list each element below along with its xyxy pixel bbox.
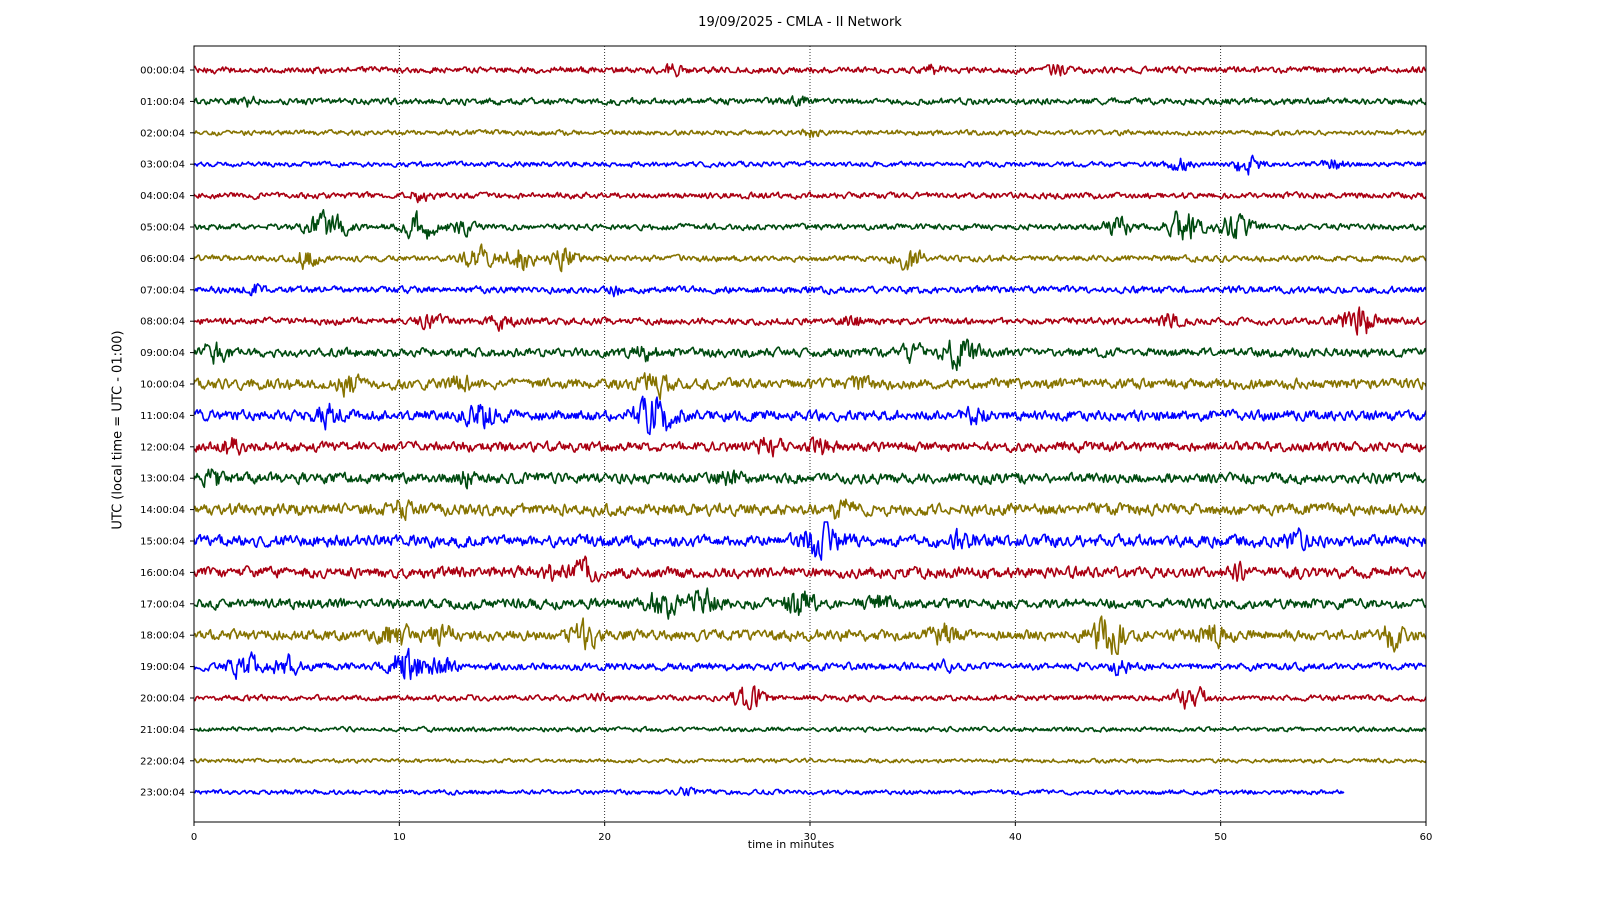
trace-07-00-04 bbox=[194, 283, 1426, 298]
y-tick-label: 23:00:04 bbox=[140, 788, 185, 799]
trace-21-00-04 bbox=[194, 725, 1426, 733]
y-tick-label: 09:00:04 bbox=[140, 348, 185, 359]
trace-13-00-04 bbox=[194, 468, 1426, 490]
y-tick-label: 11:00:04 bbox=[140, 411, 185, 422]
x-tick-label: 30 bbox=[804, 832, 817, 843]
x-tick-label: 0 bbox=[191, 832, 197, 843]
y-tick-label: 21:00:04 bbox=[140, 725, 185, 736]
y-tick-label: 04:00:04 bbox=[140, 191, 185, 202]
x-tick-label: 20 bbox=[598, 832, 611, 843]
x-tick-label: 50 bbox=[1214, 832, 1227, 843]
y-tick-label: 14:00:04 bbox=[140, 505, 185, 516]
x-tick-label: 10 bbox=[393, 832, 406, 843]
trace-11-00-04 bbox=[194, 395, 1426, 436]
trace-17-00-04 bbox=[194, 587, 1426, 620]
y-tick-label: 20:00:04 bbox=[140, 694, 185, 705]
x-axis-ticks: 0 10 20 30 40 50 60 bbox=[191, 822, 1433, 843]
y-tick-label: 18:00:04 bbox=[140, 631, 185, 642]
y-tick-label: 07:00:04 bbox=[140, 285, 185, 296]
y-tick-label: 13:00:04 bbox=[140, 474, 185, 485]
y-tick-label: 08:00:04 bbox=[140, 317, 185, 328]
y-tick-label: 19:00:04 bbox=[140, 662, 185, 673]
trace-00-00-04 bbox=[194, 63, 1426, 78]
y-tick-label: 22:00:04 bbox=[140, 756, 185, 767]
y-tick-label: 16:00:04 bbox=[140, 568, 185, 579]
trace-10-00-04 bbox=[194, 372, 1426, 401]
y-tick-label: 02:00:04 bbox=[140, 128, 185, 139]
y-tick-label: 03:00:04 bbox=[140, 160, 185, 171]
trace-08-00-04 bbox=[194, 306, 1426, 336]
y-tick-label: 06:00:04 bbox=[140, 254, 185, 265]
y-axis-ticks: 00:00:04 01:00:04 02:00:04 03:00:04 04:00:04… bbox=[140, 66, 194, 799]
trace-15-00-04 bbox=[194, 521, 1426, 561]
trace-01-00-04 bbox=[194, 95, 1426, 108]
y-tick-label: 10:00:04 bbox=[140, 380, 185, 391]
trace-06-00-04 bbox=[194, 243, 1426, 273]
trace-14-00-04 bbox=[194, 498, 1426, 522]
trace-12-00-04 bbox=[194, 436, 1426, 458]
grid-lines bbox=[398, 46, 1222, 822]
trace-09-00-04 bbox=[194, 338, 1426, 372]
y-tick-label: 12:00:04 bbox=[140, 442, 185, 453]
y-tick-label: 01:00:04 bbox=[140, 97, 185, 108]
trace-04-00-04 bbox=[194, 191, 1426, 204]
trace-05-00-04 bbox=[194, 209, 1426, 241]
x-axis-label: time in minutes bbox=[747, 838, 835, 851]
trace-20-00-04 bbox=[194, 685, 1426, 711]
x-tick-label: 40 bbox=[1009, 832, 1022, 843]
seismic-traces bbox=[194, 63, 1426, 797]
y-tick-label: 17:00:04 bbox=[140, 599, 185, 610]
trace-19-00-04 bbox=[194, 647, 1426, 681]
y-tick-label: 15:00:04 bbox=[140, 537, 185, 548]
trace-03-00-04 bbox=[194, 154, 1426, 176]
chart-title: 19/09/2025 - CMLA - II Network bbox=[698, 15, 902, 30]
trace-02-00-04 bbox=[194, 128, 1426, 139]
x-tick-label: 60 bbox=[1420, 832, 1433, 843]
y-tick-label: 00:00:04 bbox=[140, 66, 185, 77]
trace-23-00-04 bbox=[194, 786, 1345, 797]
trace-16-00-04 bbox=[194, 555, 1426, 583]
trace-18-00-04 bbox=[194, 615, 1426, 655]
trace-22-00-04 bbox=[194, 757, 1426, 764]
y-tick-label: 05:00:04 bbox=[140, 223, 185, 234]
